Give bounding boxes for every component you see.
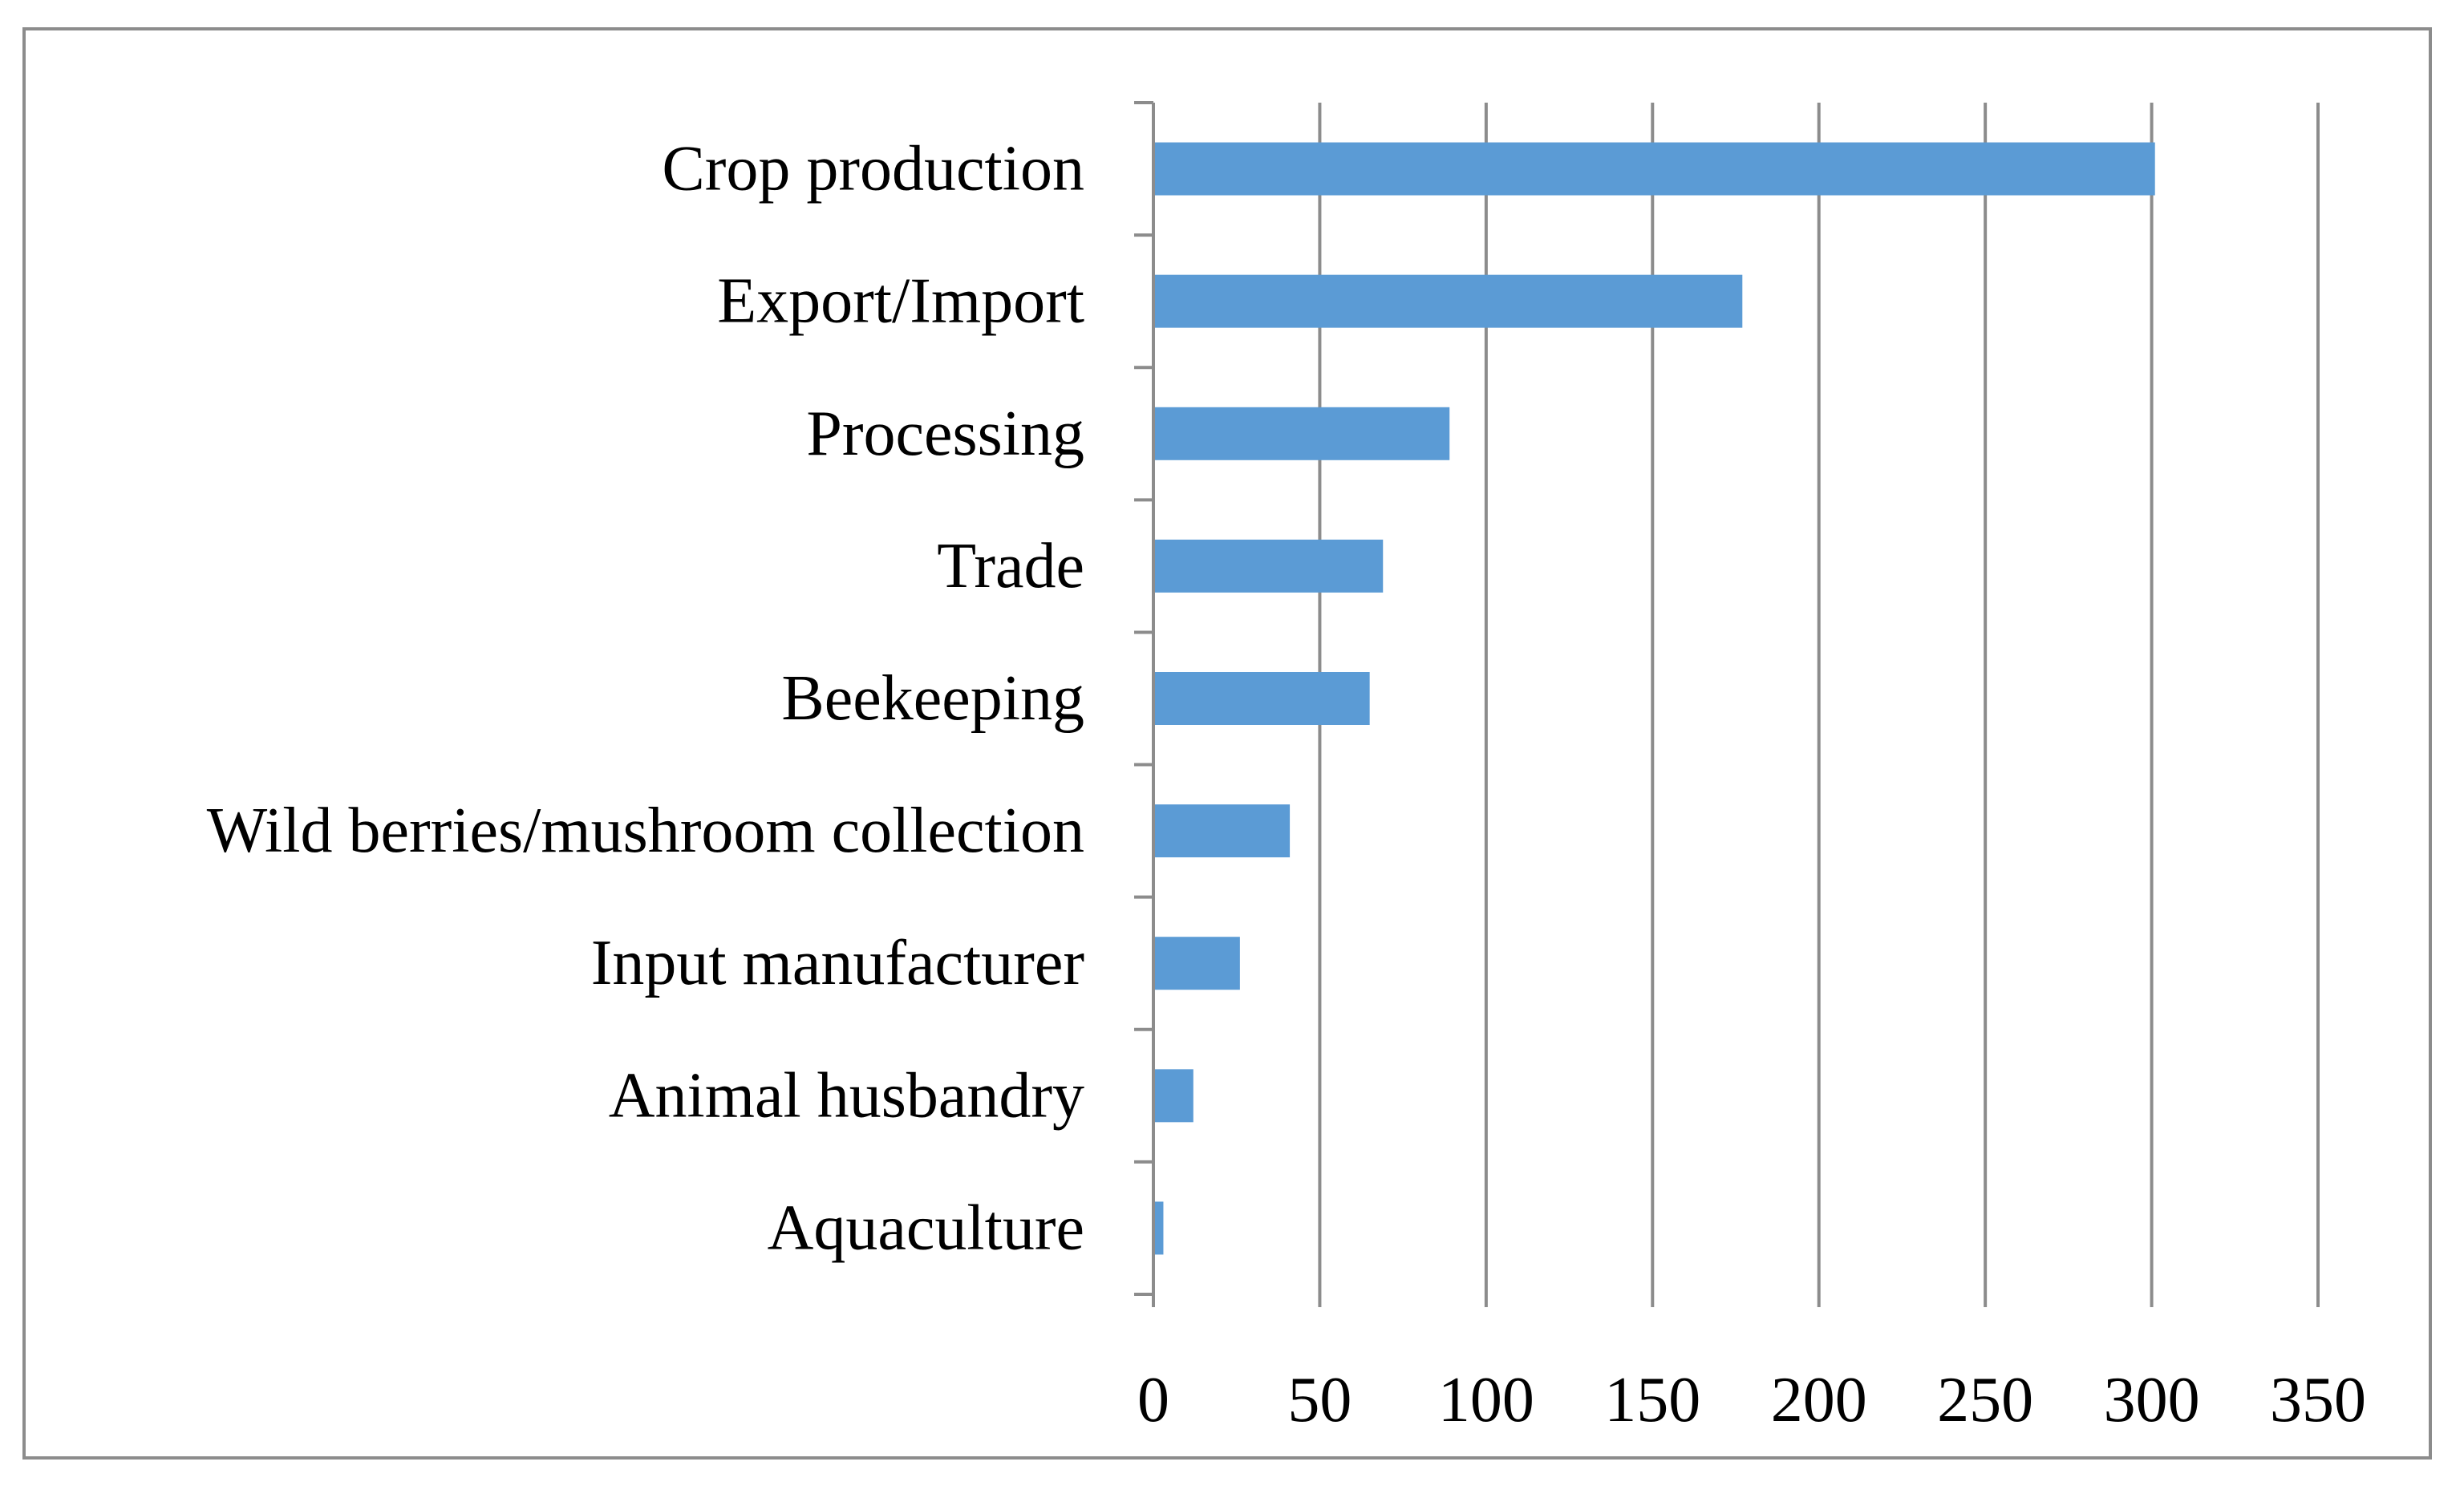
bar-crop-production [1153,142,2155,196]
bars [1153,142,2155,1255]
tick-label-250: 250 [1937,1365,2033,1435]
tick-label-100: 100 [1438,1365,1534,1435]
category-label-crop-production: Crop production [662,134,1084,204]
tick-label-300: 300 [2104,1365,2200,1435]
category-label-input-manufacturer: Input manufacturer [591,928,1084,998]
tick-label-0: 0 [1137,1365,1169,1435]
category-label-beekeeping: Beekeeping [781,663,1084,734]
tick-label-200: 200 [1771,1365,1867,1435]
bar-export-import [1153,274,1743,328]
bar-input-manufacturer [1153,937,1240,990]
category-label-processing: Processing [806,399,1084,469]
category-axis [1134,101,1155,1307]
bar-processing [1153,407,1450,460]
tick-label-50: 50 [1287,1365,1352,1435]
bar-aquaculture [1153,1201,1164,1255]
category-label-wild-berries-mushroom-collection: Wild berries/mushroom collection [207,796,1084,866]
value-axis-labels: 0 50 100 150 200 250 300 350 [1137,1365,2366,1435]
category-label-export-import: Export/Import [717,266,1084,337]
tick-label-150: 150 [1604,1365,1700,1435]
category-label-animal-husbandry: Animal husbandry [609,1060,1084,1131]
category-label-aquaculture: Aquaculture [768,1192,1084,1263]
chart-frame [22,27,2432,1460]
category-labels: Crop production Export/Import Processing Tr… [207,134,1084,1264]
bar-beekeeping [1153,672,1370,725]
category-label-trade: Trade [937,531,1084,601]
bar-animal-husbandry [1153,1069,1194,1123]
tick-label-350: 350 [2270,1365,2366,1435]
bar-wild-berries-mushroom-collection [1153,804,1291,858]
bar-trade [1153,539,1384,593]
